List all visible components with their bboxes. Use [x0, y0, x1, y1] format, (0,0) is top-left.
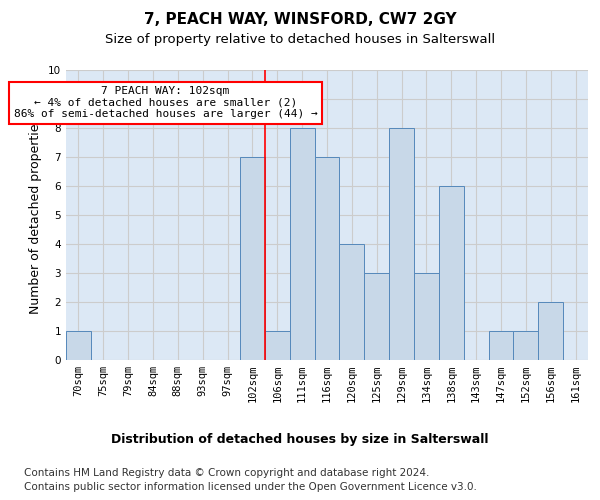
- Text: Contains HM Land Registry data © Crown copyright and database right 2024.: Contains HM Land Registry data © Crown c…: [24, 468, 430, 477]
- Bar: [314, 157, 340, 360]
- Bar: [514, 331, 538, 360]
- Bar: [240, 157, 265, 360]
- Bar: [439, 186, 464, 360]
- Bar: [340, 244, 364, 360]
- Bar: [364, 273, 389, 360]
- Bar: [488, 331, 514, 360]
- Text: Distribution of detached houses by size in Salterswall: Distribution of detached houses by size …: [111, 432, 489, 446]
- Bar: [414, 273, 439, 360]
- Bar: [290, 128, 314, 360]
- Text: Size of property relative to detached houses in Salterswall: Size of property relative to detached ho…: [105, 32, 495, 46]
- Bar: [265, 331, 290, 360]
- Text: 7, PEACH WAY, WINSFORD, CW7 2GY: 7, PEACH WAY, WINSFORD, CW7 2GY: [143, 12, 457, 28]
- Text: Contains public sector information licensed under the Open Government Licence v3: Contains public sector information licen…: [24, 482, 477, 492]
- Bar: [389, 128, 414, 360]
- Text: 7 PEACH WAY: 102sqm
← 4% of detached houses are smaller (2)
86% of semi-detached: 7 PEACH WAY: 102sqm ← 4% of detached hou…: [14, 86, 317, 119]
- Bar: [66, 331, 91, 360]
- Y-axis label: Number of detached properties: Number of detached properties: [29, 116, 43, 314]
- Bar: [538, 302, 563, 360]
